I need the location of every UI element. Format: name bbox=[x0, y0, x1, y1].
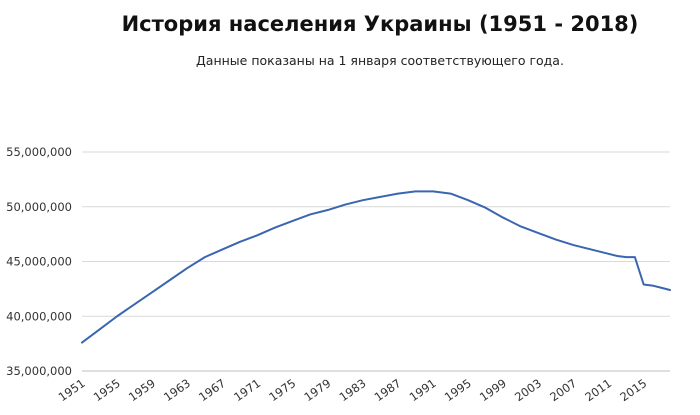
x-tick-label: 2015 bbox=[617, 376, 649, 404]
y-tick-label: 35,000,000 bbox=[6, 364, 72, 378]
x-tick-layer: 1951 1955 1959 1963 1967 1971 1975 1979 1983 1987… bbox=[56, 376, 650, 404]
y-tick-layer: 35,000,000 40,000,000 45,000,000 50,000,000… bbox=[6, 145, 72, 378]
grid-layer bbox=[82, 151, 670, 372]
population-series-line bbox=[81, 190, 671, 344]
x-tick-label: 2007 bbox=[547, 376, 579, 404]
chart-title: История населения Украины (1951 - 2018) bbox=[122, 12, 639, 36]
y-tick-label: 55,000,000 bbox=[6, 145, 72, 159]
series-layer bbox=[81, 190, 671, 344]
chart-subtitle: Данные показаны на 1 января соответствую… bbox=[196, 53, 564, 68]
x-tick-label: 1983 bbox=[337, 376, 369, 404]
y-tick-label: 40,000,000 bbox=[6, 309, 72, 323]
x-tick-label: 1963 bbox=[161, 376, 193, 404]
x-tick-label: 1967 bbox=[196, 376, 228, 404]
x-tick-label: 1955 bbox=[91, 376, 123, 404]
x-tick-label: 1991 bbox=[407, 376, 439, 404]
x-tick-label: 1951 bbox=[56, 376, 88, 404]
x-tick-label: 1971 bbox=[231, 376, 263, 404]
y-tick-label: 45,000,000 bbox=[6, 255, 72, 269]
x-tick-label: 1995 bbox=[442, 376, 474, 404]
x-tick-label: 1999 bbox=[477, 376, 509, 404]
x-tick-label: 1975 bbox=[266, 376, 298, 404]
x-tick-label: 1987 bbox=[372, 376, 404, 404]
x-tick-label: 2011 bbox=[582, 376, 614, 404]
y-tick-label: 50,000,000 bbox=[6, 200, 72, 214]
x-tick-label: 2003 bbox=[512, 376, 544, 404]
x-tick-label: 1959 bbox=[126, 376, 158, 404]
x-tick-label: 1979 bbox=[301, 376, 333, 404]
